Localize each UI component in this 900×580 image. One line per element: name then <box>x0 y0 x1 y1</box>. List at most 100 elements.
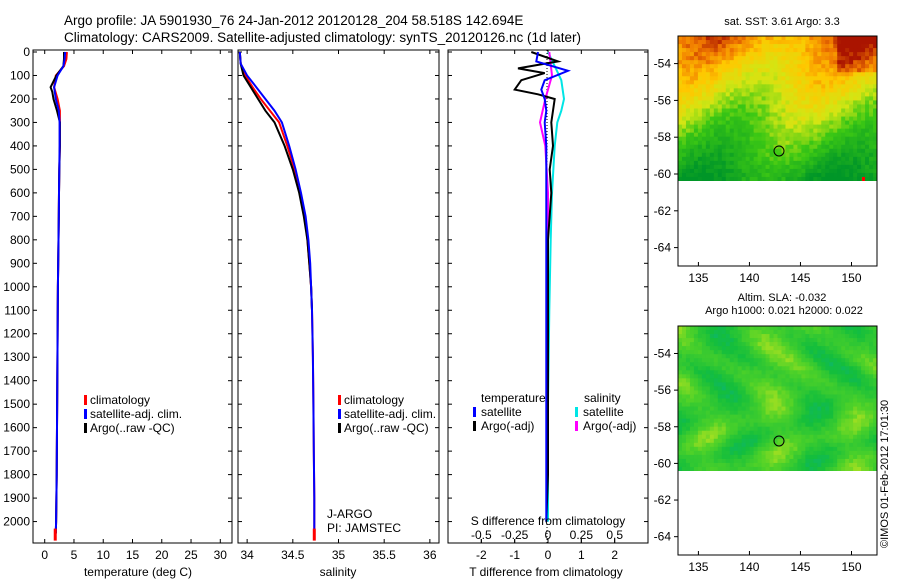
sst-cell <box>693 84 699 89</box>
sla-cell <box>873 390 877 395</box>
sst-cell <box>721 160 727 166</box>
sla-cell <box>697 418 703 424</box>
sla-cell <box>709 438 715 444</box>
sla-cell <box>685 374 691 379</box>
sla-cell <box>849 398 854 404</box>
depth-tick-label: 2000 <box>3 515 30 529</box>
sla-cell <box>717 378 723 383</box>
sst-cell <box>745 120 751 126</box>
sla-cell <box>841 446 846 452</box>
sst-cell <box>861 104 866 109</box>
sst-cell <box>781 108 786 114</box>
sst-cell <box>781 164 786 170</box>
sla-cell <box>857 378 862 383</box>
sst-cell <box>693 48 699 53</box>
sst-cell <box>865 112 870 118</box>
sst-cell <box>681 72 687 77</box>
sst-cell <box>873 72 877 77</box>
sst-cell <box>789 76 794 81</box>
sla-cell <box>697 398 703 404</box>
depth-tick-label: 1100 <box>4 303 30 317</box>
sst-cell <box>773 40 778 45</box>
sst-cell <box>813 172 818 178</box>
sla-cell <box>797 398 802 404</box>
sla-cell <box>873 426 877 432</box>
sla-cell <box>773 394 778 399</box>
sla-cell <box>689 410 695 416</box>
sla-cell <box>701 378 707 383</box>
sst-cell <box>697 108 703 114</box>
sla-cell <box>833 426 838 432</box>
sst-cell <box>725 160 731 166</box>
sst-cell <box>821 72 826 77</box>
sla-cell <box>765 426 771 432</box>
sst-cell <box>678 72 683 77</box>
sst-cell <box>693 156 699 162</box>
sst-cell <box>829 128 834 134</box>
sst-cell <box>837 56 842 61</box>
sst-cell <box>753 56 759 61</box>
sst-cell <box>745 168 751 174</box>
sla-cell <box>809 354 814 359</box>
sla-cell <box>681 430 687 436</box>
sla-cell <box>701 338 707 343</box>
sla-cell <box>769 446 775 452</box>
sst-cell <box>717 44 723 49</box>
sla-cell <box>693 330 699 335</box>
sst-cell <box>749 120 755 126</box>
sla-cell <box>701 386 707 391</box>
sst-cell <box>701 76 707 81</box>
difference-panel: -2 -1 0 1 2 -0.5 -0.25 0 0.25 0.5 S difference f… <box>447 49 649 579</box>
sla-cell <box>817 334 822 339</box>
sla-cell <box>749 466 755 471</box>
sst-cell <box>678 48 683 53</box>
sst-cell <box>861 76 866 81</box>
sst-cell <box>865 156 870 162</box>
sla-cell <box>865 378 870 383</box>
sst-cell <box>693 140 699 146</box>
sst-cell <box>841 76 846 81</box>
sst-cell <box>833 96 838 101</box>
sst-cell <box>837 72 842 77</box>
sla-cell <box>865 446 870 452</box>
sst-cell <box>689 132 695 138</box>
sla-cell <box>678 326 683 331</box>
sla-cell <box>681 366 687 371</box>
sst-cell <box>745 156 751 162</box>
sst-cell <box>681 164 687 170</box>
sla-cell <box>789 398 794 404</box>
sla-cell <box>809 342 814 347</box>
sst-cell <box>861 52 866 57</box>
sst-cell <box>685 128 691 134</box>
sst-cell <box>845 156 850 162</box>
sla-cell <box>833 334 838 339</box>
sst-cell <box>713 40 719 45</box>
sst-cell <box>725 104 731 109</box>
sla-cell <box>809 394 814 399</box>
sst-cell <box>753 156 759 162</box>
sst-cell <box>841 96 846 101</box>
sst-cell <box>693 80 699 85</box>
sst-cell <box>717 68 723 73</box>
sla-cell <box>729 374 735 379</box>
sst-cell <box>777 88 782 93</box>
sst-cell <box>825 36 830 41</box>
sst-cell <box>793 140 798 146</box>
sst-cell <box>713 144 719 150</box>
sla-cell <box>733 342 739 347</box>
sla-cell <box>741 450 747 456</box>
sst-cell <box>833 80 838 85</box>
sst-cell <box>873 64 877 69</box>
sst-cell <box>737 120 743 126</box>
sst-cell <box>709 72 715 77</box>
sst-cell <box>805 108 810 114</box>
sst-cell <box>701 124 707 130</box>
sst-cell <box>753 164 759 170</box>
sst-cell <box>809 156 814 162</box>
sla-cell <box>685 434 691 440</box>
sst-cell <box>837 136 842 142</box>
sst-cell <box>837 140 842 146</box>
sla-cell <box>697 422 703 428</box>
sla-cell <box>813 334 818 339</box>
sst-cell <box>745 76 751 81</box>
